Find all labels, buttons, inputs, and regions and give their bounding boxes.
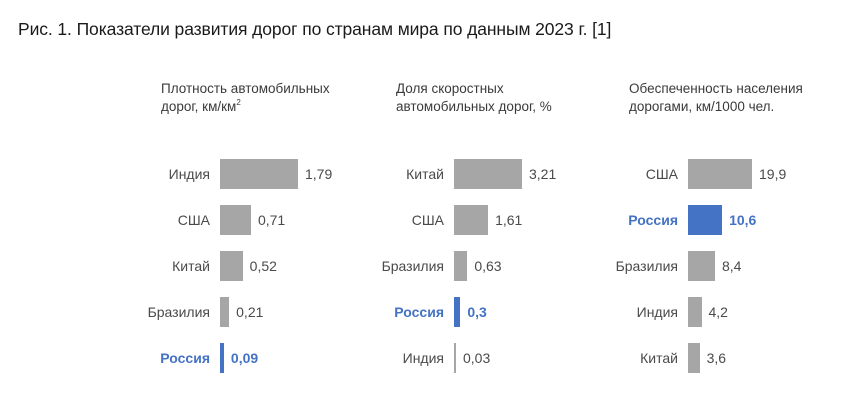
category-label: Индия [636,304,678,320]
value-label: 8,4 [722,258,742,274]
value-label: 3,21 [529,166,557,182]
category-label: Бразилия [381,258,444,274]
bar [454,205,489,235]
bar [220,343,224,373]
category-label: Бразилия [147,304,210,320]
category-label: США [177,212,210,228]
bar [454,251,468,281]
category-label: Россия [160,350,210,366]
category-label: Россия [394,304,444,320]
category-label: США [411,212,444,228]
value-label: 0,03 [463,350,491,366]
value-label: 1,61 [495,212,523,228]
value-label: 0,63 [474,258,502,274]
bar [454,159,522,189]
category-label: Китай [406,166,444,182]
category-label: Индия [168,166,210,182]
value-label: 0,71 [257,212,286,228]
panel-title-line-2: дорог, км/км [161,99,237,114]
value-label: 1,79 [305,166,333,182]
panel-title-superscript: 2 [236,98,241,107]
bar [220,159,298,189]
bar [220,297,230,327]
category-label: Индия [402,350,444,366]
bar [688,205,723,235]
bar [688,159,752,189]
bar [688,297,702,327]
bar [220,205,251,235]
bar [454,343,456,373]
panel-title-line-1: Обеспеченность населения [629,81,803,96]
bar [688,343,700,373]
figure-title: Рис. 1. Показатели развития дорог по стр… [18,19,612,39]
bar [220,251,243,281]
panel-title: Плотность автомобильных дорог, км/км2 [161,80,330,116]
panel-title: Обеспеченность населения дорогами, км/10… [629,80,803,116]
panel-title: Доля скоростных автомобильных дорог, % [396,80,552,116]
panel-title-line-2: дорогами, км/1000 чел. [629,99,775,114]
value-label: 4,2 [708,304,728,320]
value-label: 0,09 [230,350,259,366]
panel-title-line-1: Плотность автомобильных [161,81,330,96]
value-label: 0,52 [249,258,277,274]
value-label: 10,6 [729,212,757,228]
category-label: Россия [628,212,678,228]
value-label: 0,3 [467,304,487,320]
bar [688,251,715,281]
category-label: Бразилия [615,258,678,274]
bar [454,297,461,327]
category-label: Китай [640,350,678,366]
value-label: 0,21 [236,304,264,320]
category-label: Китай [172,258,210,274]
value-label: 19,9 [759,166,787,182]
category-label: США [645,166,678,182]
value-label: 3,6 [706,350,727,366]
panel-title-line-1: Доля скоростных [396,81,504,96]
panel-title-line-2: автомобильных дорог, % [396,99,552,114]
